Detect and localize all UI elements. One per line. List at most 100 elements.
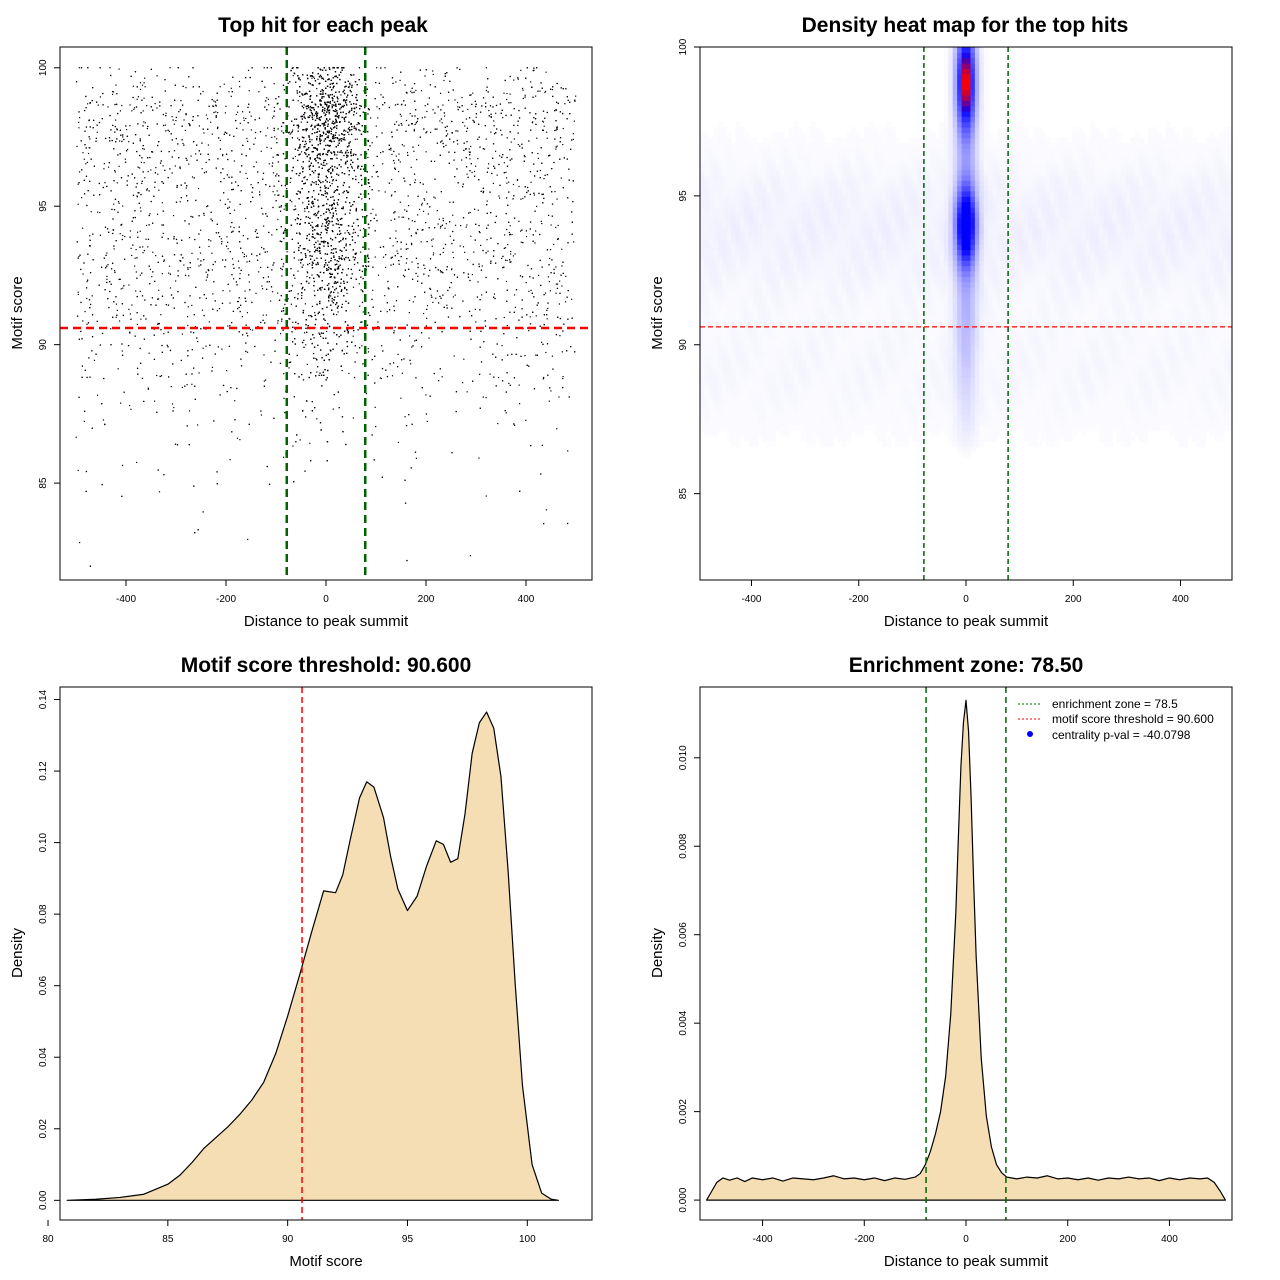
data-point [318,333,319,334]
data-point [252,197,253,198]
data-point [297,194,298,195]
data-point [376,67,377,68]
data-point [342,192,343,193]
data-point [390,148,391,149]
data-point [410,113,411,114]
data-point [295,209,296,210]
data-point [95,354,96,355]
data-point [346,293,347,294]
data-point [140,291,141,292]
data-point [140,275,141,276]
data-point [168,151,169,152]
data-point [543,378,544,379]
data-point [129,104,130,105]
data-point [534,388,535,389]
data-point [496,385,497,386]
data-point [129,405,130,406]
data-point [140,140,141,141]
data-point [556,146,557,147]
data-point [180,168,181,169]
data-point [286,188,287,189]
data-point [393,245,394,246]
data-point [493,183,494,184]
data-point [100,235,101,236]
data-point [440,226,441,227]
data-point [289,318,290,319]
data-point [440,270,441,271]
data-point [349,213,350,214]
data-point [545,352,546,353]
data-point [260,322,261,323]
data-point [197,115,198,116]
data-point [115,126,116,127]
data-point [106,186,107,187]
data-point [387,281,388,282]
data-point [355,139,356,140]
data-point [447,290,448,291]
data-point [490,114,491,115]
data-point [375,98,376,99]
data-point [299,96,300,97]
data-point [375,407,376,408]
data-point [390,264,391,265]
data-point [102,93,103,94]
data-point [246,155,247,156]
data-point [116,240,117,241]
data-point [129,125,130,126]
data-point [411,467,412,468]
data-point [513,195,514,196]
data-point [271,67,272,68]
data-point [144,177,145,178]
data-point [115,296,116,297]
data-point [224,266,225,267]
data-point [185,275,186,276]
data-point [368,351,369,352]
data-point [187,350,188,351]
data-point [92,428,93,429]
data-point [327,170,328,171]
data-point [424,198,425,199]
data-point [147,128,148,129]
data-point [277,103,278,104]
data-point [446,130,447,131]
data-point [438,269,439,270]
data-point [518,110,519,111]
data-point [486,67,487,68]
data-point [322,223,323,224]
data-point [240,123,241,124]
data-point [266,216,267,217]
data-point [397,354,398,355]
figure: Top hit for each peak Distance to peak s… [0,0,1280,1280]
data-point [128,284,129,285]
data-point [117,129,118,130]
data-point [97,321,98,322]
data-point [332,100,333,101]
data-point [395,104,396,105]
data-point [558,103,559,104]
data-point [122,465,123,466]
data-point [294,297,295,298]
data-point [179,166,180,167]
data-point [325,260,326,261]
data-point [490,263,491,264]
data-point [234,160,235,161]
data-point [434,227,435,228]
data-point [202,310,203,311]
data-point [361,321,362,322]
data-point [242,334,243,335]
data-point [103,419,104,420]
data-point [187,267,188,268]
data-point [356,124,357,125]
data-point [352,273,353,274]
data-point [235,181,236,182]
data-point [500,103,501,104]
data-point [518,79,519,80]
data-point [307,250,308,251]
data-point [481,294,482,295]
data-point [279,206,280,207]
data-point [361,198,362,199]
data-point [277,128,278,129]
data-point [426,413,427,414]
data-point [156,412,157,413]
data-point [186,185,187,186]
